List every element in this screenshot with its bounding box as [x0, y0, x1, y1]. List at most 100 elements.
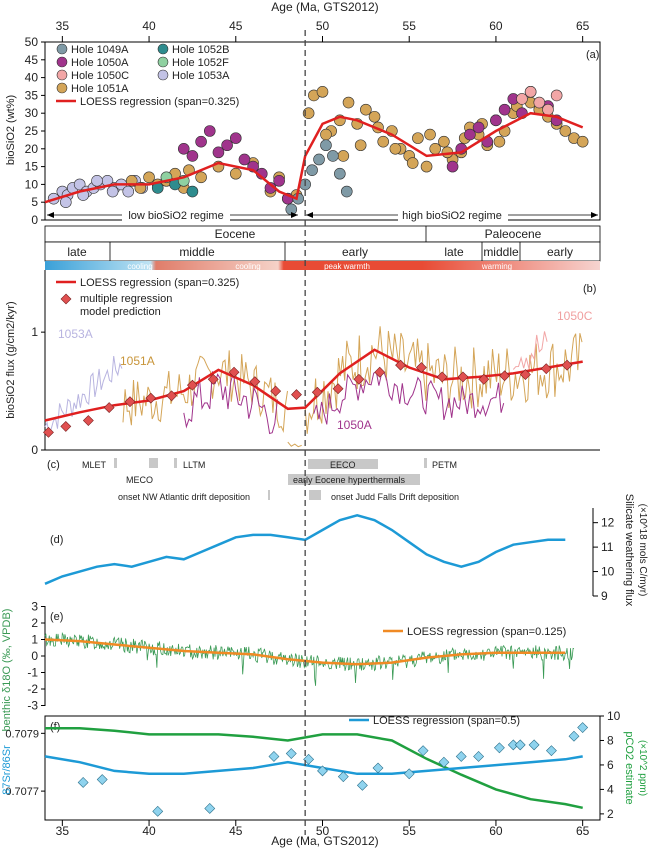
low-regime-label-bg — [122, 208, 230, 222]
panel-f-ylabel-right-2: (×10^2 ppm) — [637, 740, 648, 796]
high-regime-arrowhead — [306, 212, 313, 218]
legend-label-h1052F: Hole 1052F — [172, 57, 229, 69]
panel-a-point-h1051A — [438, 135, 450, 148]
low-regime-label: low bioSiO2 regime — [128, 210, 223, 222]
panel-a-loess-legend: LOESS regression (span=0.325) — [80, 96, 239, 108]
legend-label-h1049A: Hole 1049A — [71, 44, 129, 56]
panel-f-sr-diamond — [317, 765, 328, 777]
panel-f-sr-diamond — [514, 739, 526, 751]
event-mlet: MLET — [82, 460, 107, 470]
panel-a-point-h1050A — [490, 114, 502, 127]
panel-b-model-diamond — [249, 376, 261, 388]
panel-e-ytick-label: 2 — [31, 616, 38, 630]
panel-e-tag: (e) — [50, 611, 63, 623]
panel-f-sr-diamond — [417, 745, 429, 757]
bottom-tick-label: 65 — [576, 824, 590, 838]
panel-f-sr-loess-line — [44, 755, 583, 776]
panel-a-tag: (a) — [586, 49, 599, 61]
panel-a-point-h1050A — [472, 121, 485, 134]
panel-a-point-h1050A — [464, 128, 476, 141]
panel-a-point-h1050C — [516, 93, 528, 105]
panel-a-point-h1051A — [368, 110, 381, 123]
panel-b-tag: (b) — [583, 283, 596, 295]
panel-a-ylabel: bioSiO2 (wt%) — [5, 95, 17, 165]
panel-a-point-h1051A — [389, 143, 402, 155]
panel-a-point-h1051A — [420, 160, 433, 173]
panel-b-model-legend-swatch — [60, 293, 72, 305]
legend-swatch-h1050A — [56, 56, 68, 68]
panel-a-ytick-label: 45 — [25, 53, 39, 67]
top-tick-label: 55 — [403, 19, 417, 33]
panel-f-sr-diamond — [77, 777, 89, 788]
raw-1050A-2 — [313, 371, 505, 425]
panel-a-point-h1049A — [327, 150, 339, 162]
label-1051A: 1051A — [120, 354, 155, 368]
panel-b-model-diamond — [478, 373, 490, 385]
panel-a-point-h1050A — [273, 175, 285, 187]
low-regime-arrowhead-right — [291, 212, 298, 218]
legend-swatch-h1052F — [157, 56, 169, 68]
event-lltm: LLTM — [183, 460, 205, 470]
epoch-paleocene: Paleocene — [485, 227, 542, 241]
panel-e-ylabel: benthic δ18O (‰, VPDB) — [1, 609, 13, 732]
panel-e-loess-legend: LOESS regression (span=0.125) — [407, 626, 566, 638]
panel-e-ytick-label: -3 — [27, 699, 38, 713]
panel-b-model-diamond — [166, 390, 178, 402]
subepoch-early-eocene: early — [342, 245, 368, 259]
panel-b-model-legend-2: model prediction — [80, 306, 161, 318]
panel-b-model-diamond — [43, 426, 54, 438]
panel-a-point-h1050C — [533, 96, 546, 109]
panel-f-left-tick-label: 0.7077 — [5, 786, 39, 798]
climate-bar — [45, 261, 600, 270]
bottom-axis-label: Age (Ma, GTS2012) — [271, 834, 378, 848]
panel-a-ytick-label: 35 — [25, 88, 39, 102]
panel-d-ytick-label: 9 — [601, 589, 608, 603]
panel-b-model-diamond — [457, 371, 469, 383]
panel-a-point-h1051A — [559, 125, 572, 137]
panel-b-y-axis: 01 — [31, 325, 45, 457]
panel-a-point-h1050A — [177, 143, 190, 155]
event-meco: MECO — [126, 475, 153, 485]
panel-b-loess-legend: LOESS regression (span=0.325) — [80, 277, 239, 289]
panel-e-ytick-label: 3 — [31, 600, 38, 614]
subepoch-middle-paleocene: middle — [483, 245, 519, 259]
panel-d-ylabel-2: (×10^18 mols C/myr) — [637, 504, 648, 597]
panel-f-sr-diamond — [303, 753, 315, 765]
hyperthermals-bar — [288, 474, 420, 485]
panel-b-model-diamond — [60, 421, 72, 432]
panel-b-model-diamond — [519, 369, 531, 380]
legend-swatch-h1049A — [56, 43, 68, 55]
panel-a-point-h1050C — [542, 103, 554, 116]
panel-a-point-h1053A — [60, 196, 72, 208]
panel-a-point-h1051A — [143, 171, 155, 184]
raw-1050C — [512, 331, 548, 370]
top-tick-label: 40 — [142, 19, 156, 33]
panel-f-sr-diamonds — [77, 722, 589, 817]
panel-f-sr-diamond — [568, 730, 580, 742]
event-hyperthermals: early Eocene hyperthermals — [293, 475, 406, 485]
panel-a-point-h1050A — [195, 135, 207, 148]
panel-a-point-h1049A — [320, 139, 332, 152]
panel-a-ytick-label: 0 — [31, 213, 38, 227]
panel-a-point-h1052B — [186, 185, 199, 198]
subepoch-middle-eocene: middle — [179, 245, 215, 259]
panel-a-ytick-label: 25 — [25, 124, 39, 138]
panel-b-model-diamond — [395, 359, 406, 371]
meco-bar — [149, 458, 158, 468]
panel-f-sr-diamond — [268, 751, 280, 762]
panel-a-loess-line — [44, 111, 584, 204]
panel-b-model-diamond — [332, 383, 344, 395]
panel-a-ytick-label: 15 — [25, 160, 39, 174]
panel-b-model-diamond — [270, 385, 282, 397]
panel-b-ytick-label: 0 — [31, 443, 38, 457]
top-age-axis: 35 40 45 50 55 60 65 — [45, 19, 600, 43]
panel-a-point-h1050A — [212, 146, 225, 159]
panel-a-point-h1050C — [524, 86, 537, 98]
panel-f-sr-diamond — [204, 803, 216, 814]
panel-a-point-h1051A — [320, 128, 332, 141]
panel-a-point-h1051A — [337, 150, 350, 162]
label-1053A: 1053A — [58, 327, 93, 341]
panel-f-right-axis: 2 4 6 8 10 — [600, 709, 621, 821]
panel-f-sr-diamond — [528, 739, 540, 751]
